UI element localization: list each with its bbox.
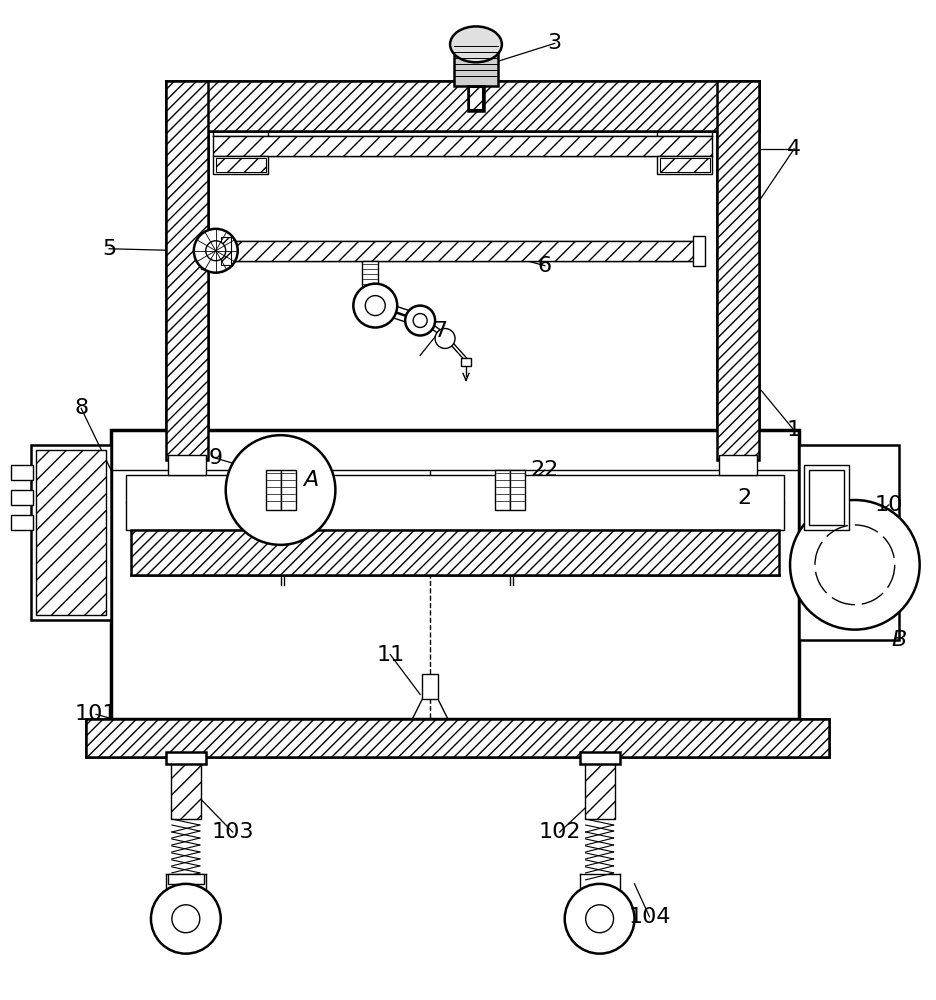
Bar xyxy=(111,430,799,719)
Bar xyxy=(37,450,106,615)
Text: 10: 10 xyxy=(874,495,903,515)
Text: 7: 7 xyxy=(433,321,447,341)
Bar xyxy=(362,261,378,291)
Bar xyxy=(454,44,498,86)
Text: 6: 6 xyxy=(537,256,552,276)
Text: 9: 9 xyxy=(209,448,223,468)
Circle shape xyxy=(365,296,386,316)
Bar xyxy=(11,465,34,480)
Bar xyxy=(719,455,757,475)
Polygon shape xyxy=(371,298,425,329)
Text: 11: 11 xyxy=(376,645,404,665)
Bar xyxy=(166,81,759,131)
Bar xyxy=(168,874,204,884)
Bar xyxy=(266,470,281,510)
Bar xyxy=(461,358,471,366)
Bar xyxy=(212,156,268,174)
Circle shape xyxy=(405,306,435,335)
Bar xyxy=(166,752,206,764)
Text: 4: 4 xyxy=(787,139,801,159)
Bar xyxy=(657,156,712,174)
Bar xyxy=(220,236,232,266)
Circle shape xyxy=(435,329,455,348)
Bar xyxy=(171,757,201,819)
Text: 3: 3 xyxy=(548,33,562,53)
Bar xyxy=(227,241,697,261)
Circle shape xyxy=(413,314,427,328)
Bar xyxy=(585,757,615,819)
Bar xyxy=(11,490,34,505)
Ellipse shape xyxy=(450,26,502,62)
Text: A: A xyxy=(303,470,318,490)
Bar xyxy=(31,445,111,620)
Bar xyxy=(281,470,296,510)
Bar xyxy=(166,81,208,460)
Circle shape xyxy=(586,905,614,933)
Bar xyxy=(126,475,784,530)
Circle shape xyxy=(194,229,238,273)
Circle shape xyxy=(172,905,199,933)
Bar xyxy=(11,515,34,530)
Bar xyxy=(131,530,779,575)
Bar xyxy=(221,237,230,265)
Text: 101: 101 xyxy=(75,704,117,724)
Text: 2: 2 xyxy=(738,488,752,508)
Bar xyxy=(510,470,525,510)
Bar xyxy=(469,87,483,110)
Bar xyxy=(168,455,206,475)
Text: 102: 102 xyxy=(538,822,581,842)
Bar xyxy=(208,131,717,460)
Circle shape xyxy=(564,884,635,954)
Bar xyxy=(216,158,266,172)
Bar xyxy=(86,719,829,757)
Circle shape xyxy=(354,284,397,328)
Text: B: B xyxy=(891,630,906,650)
Bar xyxy=(468,86,484,111)
Bar xyxy=(201,233,221,269)
Bar xyxy=(495,470,510,510)
Text: 5: 5 xyxy=(102,239,116,259)
Bar xyxy=(799,445,899,640)
Circle shape xyxy=(206,241,226,261)
Bar xyxy=(717,81,759,460)
Bar xyxy=(809,470,844,525)
Text: 8: 8 xyxy=(74,398,88,418)
Text: 104: 104 xyxy=(628,907,671,927)
Text: 22: 22 xyxy=(531,460,559,480)
Text: 1: 1 xyxy=(787,420,801,440)
Bar xyxy=(212,136,712,156)
Text: 103: 103 xyxy=(212,822,254,842)
Circle shape xyxy=(790,500,920,630)
Bar xyxy=(422,674,438,699)
Circle shape xyxy=(151,884,221,954)
Bar xyxy=(661,158,710,172)
Bar xyxy=(579,752,620,764)
Bar xyxy=(804,465,849,530)
Bar xyxy=(694,236,706,266)
Circle shape xyxy=(226,435,335,545)
